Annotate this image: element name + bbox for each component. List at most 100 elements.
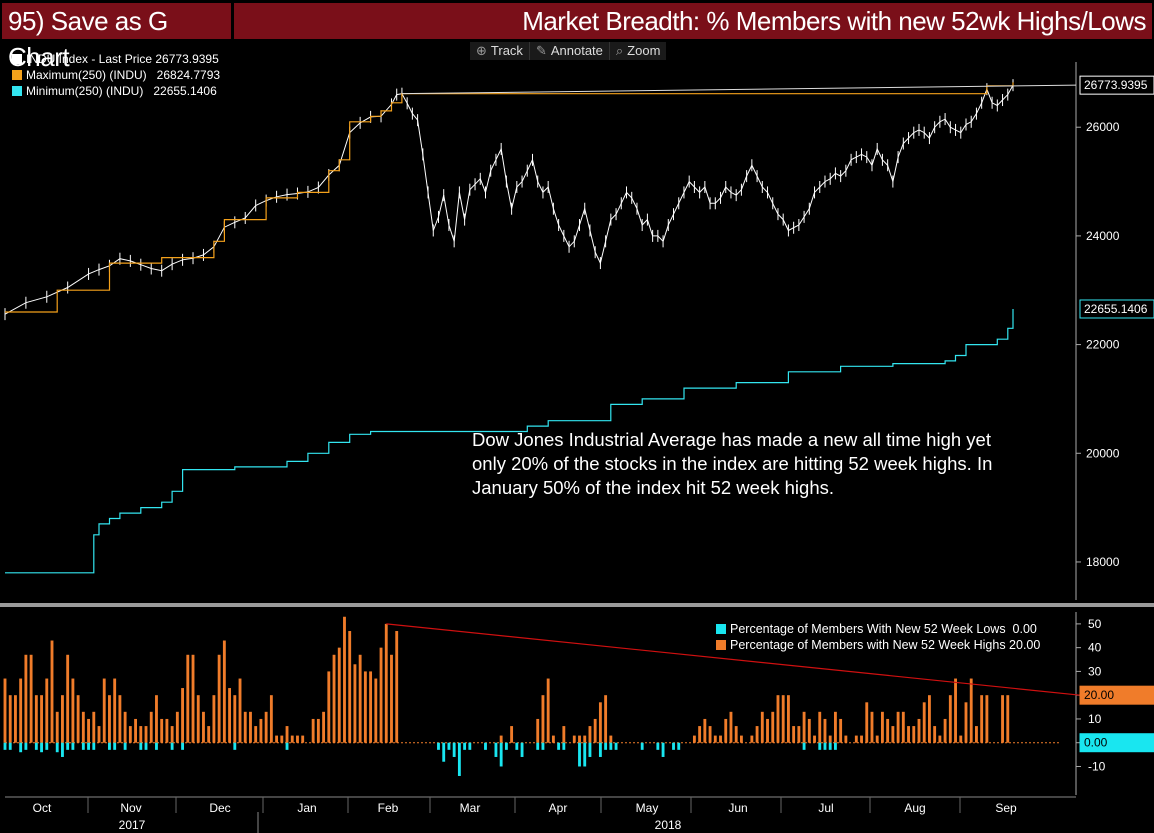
lows-bar (828, 742, 832, 750)
highs-tag-box (1079, 685, 1154, 705)
highs-bar (144, 726, 148, 743)
highs-bar (896, 711, 900, 743)
highs-bar (296, 735, 299, 743)
lows-bar (557, 742, 561, 750)
highs-bar (833, 711, 837, 743)
highs-bar (212, 695, 216, 743)
highs-bar (578, 735, 581, 743)
highs-bar (327, 671, 331, 743)
highs-bar (766, 718, 769, 743)
highs-bar (290, 735, 294, 743)
highs-bar (348, 631, 352, 743)
minimum-tag-text: 22655.1406 (1084, 302, 1148, 316)
lows-bar (139, 742, 143, 750)
lows-bar (181, 742, 185, 750)
lows-bar (802, 742, 806, 750)
lows-bar (823, 742, 827, 750)
highs-bar (50, 640, 54, 743)
x-tick-label: Jul (818, 801, 833, 815)
highs-bar (316, 718, 320, 743)
highs-bar (123, 711, 127, 743)
highs-bar (384, 623, 388, 743)
legend2-label: Percentage of Members With New 52 Week L… (730, 622, 1037, 636)
lows-bar (672, 742, 675, 750)
highs-bar (254, 726, 258, 743)
highs-bar (374, 678, 378, 743)
lower-y-tick-label: 30 (1088, 664, 1102, 678)
highs-bar (358, 654, 362, 743)
lows-bar (484, 742, 487, 750)
highs-bar (322, 711, 326, 743)
highs-bar (698, 726, 702, 743)
price-line (4, 84, 1014, 315)
highs-bar (948, 695, 952, 743)
highs-bar (875, 735, 879, 743)
highs-bar (390, 654, 393, 743)
lows-bar (233, 742, 237, 750)
lows-bar (463, 742, 467, 750)
highs-bar (609, 735, 613, 743)
lows-bar (583, 742, 587, 767)
y-tick-label: 24000 (1086, 229, 1120, 243)
lows-bar (494, 742, 498, 757)
legend2-swatch (716, 640, 726, 650)
highs-bar (1006, 695, 1010, 743)
save-as-chart-button[interactable]: 95) Save as G Chart (2, 3, 231, 72)
page-title: Market Breadth: % Members with new 52wk … (234, 3, 1152, 39)
pencil-icon: ✎ (535, 43, 547, 58)
title-bar: 95) Save as G Chart Market Breadth: % Me… (0, 0, 1154, 72)
last-price-tag-box (1079, 75, 1154, 95)
lows-bar (144, 742, 148, 750)
track-button[interactable]: ⊕ Track (470, 42, 529, 60)
y-tick-label: 26000 (1086, 120, 1120, 134)
highs-bar (45, 678, 49, 743)
lows-bar (442, 742, 446, 762)
panel-divider (0, 603, 1154, 607)
highs-bar (337, 647, 341, 743)
highs-bar (81, 711, 85, 743)
lows-bar (468, 742, 472, 750)
lows-tag: 0.00 (1079, 733, 1154, 753)
highs-bar (593, 718, 597, 743)
highs-bar (703, 718, 707, 743)
highs-bar (933, 726, 937, 743)
highs-bar (238, 678, 242, 743)
annotate-button[interactable]: ✎ Annotate (528, 42, 609, 60)
highs-bar (713, 735, 717, 743)
x-tick-label: Aug (904, 801, 925, 815)
x-tick-label: Sep (995, 801, 1017, 815)
highs-bar (959, 735, 963, 743)
highs-bar (113, 678, 117, 743)
highs-bar (510, 726, 514, 743)
lower-y-tick-label: 50 (1088, 617, 1102, 631)
lows-bar (155, 742, 158, 750)
highs-bar (604, 695, 608, 743)
legend-label: INDU Index - Last Price 26773.9395 (26, 52, 219, 66)
highs-bar (734, 726, 738, 743)
highs-bar (14, 695, 17, 743)
highs-bar (19, 678, 23, 743)
highs-bar (55, 711, 59, 743)
highs-bar (24, 654, 28, 743)
magnifier-icon: ⌕ (615, 43, 624, 58)
price-legend: INDU Index - Last Price 26773.9395 Maximu… (12, 51, 220, 99)
legend2-swatch (716, 624, 726, 634)
highs-bar (1001, 695, 1004, 743)
upper-axis: 18000 20000 22000 24000 26000 (0, 62, 1154, 607)
highs-bar (29, 654, 33, 743)
legend-item: INDU Index - Last Price 26773.9395 (12, 51, 220, 67)
highs-bar (280, 735, 284, 743)
zoom-button[interactable]: ⌕ Zoom (608, 42, 667, 60)
highs-bar (922, 702, 926, 743)
highs-bar (369, 671, 373, 743)
lows-bar (170, 742, 174, 750)
lows-bar (19, 742, 23, 753)
highs-bar (149, 711, 153, 743)
lows-bar (833, 742, 837, 750)
lows-bar (24, 742, 28, 750)
highs-bar (583, 735, 587, 743)
highs-bar (536, 718, 540, 743)
lows-bar (81, 742, 85, 750)
highs-bar (249, 711, 252, 743)
lows-bar (499, 742, 503, 767)
